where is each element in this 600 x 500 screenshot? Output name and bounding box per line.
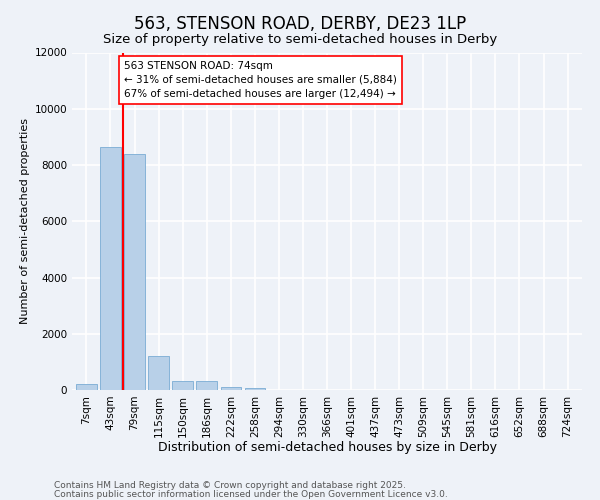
Bar — [221, 387, 241, 390]
Bar — [124, 154, 145, 390]
Bar — [196, 380, 217, 390]
Bar — [76, 384, 97, 390]
Bar — [245, 388, 265, 390]
Text: 563, STENSON ROAD, DERBY, DE23 1LP: 563, STENSON ROAD, DERBY, DE23 1LP — [134, 15, 466, 33]
Bar — [172, 380, 193, 390]
Text: 563 STENSON ROAD: 74sqm
← 31% of semi-detached houses are smaller (5,884)
67% of: 563 STENSON ROAD: 74sqm ← 31% of semi-de… — [124, 61, 397, 99]
Bar — [148, 356, 169, 390]
Bar — [100, 146, 121, 390]
Text: Size of property relative to semi-detached houses in Derby: Size of property relative to semi-detach… — [103, 32, 497, 46]
X-axis label: Distribution of semi-detached houses by size in Derby: Distribution of semi-detached houses by … — [157, 441, 497, 454]
Y-axis label: Number of semi-detached properties: Number of semi-detached properties — [20, 118, 30, 324]
Text: Contains HM Land Registry data © Crown copyright and database right 2025.: Contains HM Land Registry data © Crown c… — [54, 481, 406, 490]
Text: Contains public sector information licensed under the Open Government Licence v3: Contains public sector information licen… — [54, 490, 448, 499]
